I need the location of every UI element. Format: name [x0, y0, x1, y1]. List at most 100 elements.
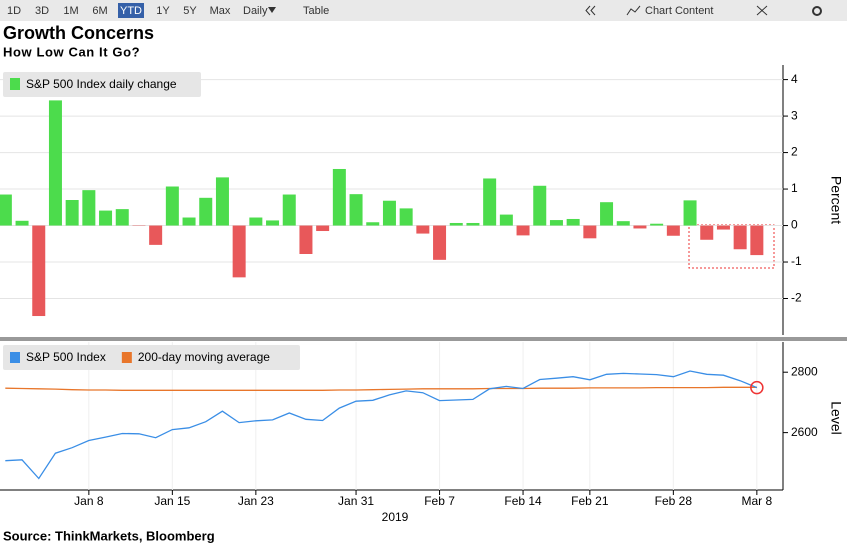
x-tick-label: Jan 31 — [338, 494, 374, 508]
y-tick-label: 2800 — [791, 364, 818, 378]
bar — [633, 225, 647, 229]
legend-box — [3, 345, 300, 370]
y-tick-label: 3 — [791, 108, 798, 122]
y-tick-label: 4 — [791, 72, 798, 86]
legend-label: S&P 500 Index — [26, 350, 106, 364]
range-button[interactable]: 1M — [63, 5, 78, 17]
bar — [750, 225, 764, 256]
toggle-icon[interactable] — [756, 5, 768, 16]
bar — [616, 221, 630, 226]
line — [5, 370, 758, 480]
bar — [232, 225, 246, 278]
bar — [299, 225, 313, 254]
bar — [650, 223, 664, 226]
frequency-button[interactable]: Daily — [243, 5, 268, 17]
x-tick-label: Mar 8 — [742, 494, 773, 508]
y-tick-label: -1 — [791, 254, 802, 268]
bar — [716, 225, 730, 230]
bar — [99, 210, 113, 226]
bar — [666, 225, 680, 236]
range-button[interactable]: 6M — [92, 5, 107, 17]
range-button-active — [118, 3, 144, 18]
bar — [449, 222, 463, 226]
bar — [82, 190, 96, 226]
bar — [349, 194, 363, 226]
bar — [199, 197, 213, 226]
bar — [733, 225, 747, 250]
x-tick-label: Jan 23 — [238, 494, 274, 508]
bar — [65, 200, 79, 226]
x-tick-label: Feb 7 — [424, 494, 455, 508]
bar — [683, 200, 697, 226]
bar — [182, 217, 196, 226]
bar — [700, 225, 714, 240]
range-button[interactable]: 3D — [35, 5, 49, 17]
bar — [499, 214, 513, 226]
bar — [165, 186, 179, 226]
bar — [149, 225, 163, 245]
collapse-icon[interactable] — [585, 5, 596, 16]
bar — [316, 225, 330, 232]
bar — [0, 194, 12, 226]
dropdown-icon — [268, 7, 276, 13]
bar — [215, 177, 229, 226]
range-button[interactable]: 1D — [7, 5, 21, 17]
x-axis-title: 2019 — [382, 510, 409, 524]
y-axis-title: Percent — [828, 176, 844, 224]
bar — [282, 194, 296, 226]
chart-subtitle: How Low Can It Go? — [3, 44, 140, 59]
bar — [115, 209, 129, 226]
bar — [399, 208, 413, 226]
toolbar — [0, 0, 847, 21]
legend-box — [3, 72, 201, 97]
bar — [32, 225, 46, 317]
bar — [466, 222, 480, 226]
bar — [549, 220, 563, 226]
y-tick-label: 2600 — [791, 425, 818, 439]
panel-separator — [0, 337, 847, 341]
bar — [15, 220, 29, 226]
chart-icon — [626, 5, 641, 16]
bar — [533, 185, 547, 226]
x-tick-label: Jan 15 — [154, 494, 190, 508]
range-button[interactable]: 5Y — [183, 5, 197, 17]
chart-content-button[interactable]: Chart Content — [645, 5, 713, 17]
legend-swatch — [10, 78, 20, 90]
legend-swatch — [10, 352, 20, 363]
line — [5, 386, 757, 391]
bar — [366, 222, 380, 226]
bar — [516, 225, 530, 236]
x-tick-label: Jan 8 — [74, 494, 104, 508]
bar — [249, 217, 263, 226]
table-button[interactable]: Table — [303, 5, 329, 17]
bar — [416, 225, 430, 234]
legend-swatch — [121, 352, 132, 363]
x-tick-label: Feb 28 — [655, 494, 693, 508]
bar — [583, 225, 597, 239]
range-button[interactable]: YTD — [120, 5, 142, 17]
y-tick-label: 0 — [791, 218, 798, 232]
highlight-circle — [750, 380, 764, 395]
bar — [332, 168, 346, 226]
range-button[interactable]: Max — [210, 5, 231, 17]
legend-label: S&P 500 Index daily change — [26, 77, 177, 91]
y-tick-label: 2 — [791, 145, 798, 159]
bar — [48, 100, 62, 226]
bar — [266, 220, 280, 226]
legend-label: 200-day moving average — [138, 350, 270, 364]
range-button[interactable]: 1Y — [156, 5, 170, 17]
y-axis-title: Level — [828, 401, 844, 434]
bar — [433, 225, 447, 260]
bar — [600, 202, 614, 226]
bar — [566, 218, 580, 226]
settings-icon[interactable] — [812, 6, 822, 16]
bar — [483, 178, 497, 226]
bar — [382, 200, 396, 226]
source: Source: ThinkMarkets, Bloomberg — [3, 528, 215, 543]
x-tick-label: Feb 14 — [504, 494, 542, 508]
y-tick-label: -2 — [791, 291, 802, 305]
x-tick-label: Feb 21 — [571, 494, 609, 508]
chart-title: Growth Concerns — [3, 23, 154, 43]
y-tick-label: 1 — [791, 181, 798, 195]
